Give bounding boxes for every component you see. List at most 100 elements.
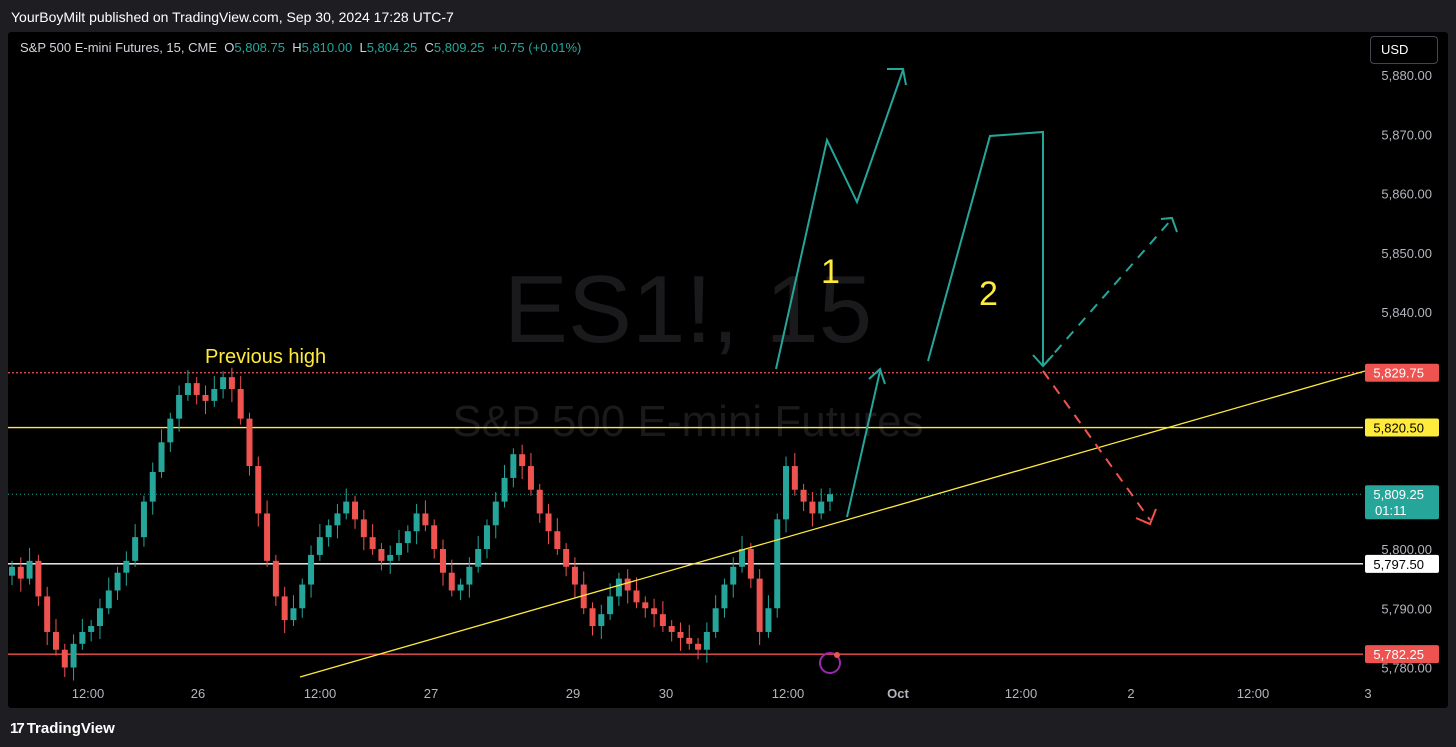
candle-body — [827, 494, 833, 502]
candle-body — [501, 477, 508, 502]
candle-body — [536, 489, 543, 514]
candle-body — [387, 554, 394, 561]
candle-body — [88, 626, 95, 632]
candle-body — [202, 394, 209, 401]
candle-body — [554, 531, 561, 549]
candle-body — [431, 525, 438, 549]
candle-body — [730, 566, 737, 585]
x-tick-label: Oct — [887, 686, 909, 701]
candle-body — [308, 554, 315, 585]
candle-body — [96, 608, 103, 627]
candle-body — [703, 631, 710, 650]
candle-body — [633, 590, 640, 603]
y-tick-label: 5,840.00 — [1381, 305, 1432, 320]
x-tick-label: 12:00 — [772, 686, 805, 701]
short-term-arrowhead — [868, 367, 886, 385]
bear-dashed-arrow[interactable] — [1042, 370, 1151, 521]
current-price-label: 5,809.25 — [1373, 487, 1424, 502]
x-tick-label: 12:00 — [1005, 686, 1038, 701]
candle-body — [712, 608, 719, 632]
y-tick-label: 5,850.00 — [1381, 246, 1432, 261]
candle-body — [774, 519, 781, 609]
candle-body — [61, 649, 68, 668]
y-tick-label: 5,860.00 — [1381, 187, 1432, 202]
x-tick-label: 3 — [1364, 686, 1371, 701]
candle-body — [466, 566, 473, 585]
low-value: 5,804.25 — [366, 40, 418, 55]
chart-panel[interactable]: ES1!, 15 S&P 500 E-mini Futures Previous … — [8, 32, 1448, 708]
x-tick-label: 12:00 — [304, 686, 337, 701]
candle-body — [783, 466, 790, 520]
previous-high-label: Previous high — [205, 346, 326, 368]
bull-dashed-arrow[interactable] — [1042, 219, 1172, 367]
candle-body — [176, 394, 183, 419]
candle-body — [334, 513, 341, 526]
candle-body — [677, 631, 684, 638]
candle-body — [791, 466, 798, 490]
candle-body — [809, 501, 816, 514]
candle-body — [220, 377, 227, 390]
candle-body — [765, 608, 772, 632]
short-term-arrow[interactable] — [846, 370, 881, 518]
bear-dashed-arrowhead — [1135, 508, 1157, 526]
candle-countdown: 01:11 — [1375, 503, 1407, 518]
candle-body — [264, 513, 271, 561]
candle-body — [79, 631, 86, 644]
candle-body — [422, 513, 429, 526]
ohlc-legend: S&P 500 E-mini Futures, 15, CME O5,808.7… — [20, 40, 581, 55]
tradingview-logo[interactable]: 17 TradingView — [10, 720, 115, 737]
y-tick-label: 5,780.00 — [1381, 661, 1432, 676]
y-tick-label: 5,800.00 — [1381, 542, 1432, 557]
candle-body — [668, 626, 675, 632]
candle-body — [132, 537, 139, 561]
candle-body — [281, 596, 288, 621]
candle-body — [404, 531, 411, 544]
candle-body — [439, 549, 446, 573]
scenario-2-path[interactable] — [927, 130, 1044, 366]
level-tag-2 — [1365, 554, 1439, 573]
high-label: H — [292, 40, 302, 55]
candle-body — [483, 525, 490, 549]
x-tick-label: 30 — [659, 686, 673, 701]
footer: 17 TradingView — [0, 708, 1456, 747]
level-tag-0 — [1365, 363, 1439, 382]
symbol-name[interactable]: S&P 500 E-mini Futures, 15, CME — [20, 40, 218, 55]
scenario-1-arrowhead — [887, 68, 907, 86]
candle-body — [158, 442, 165, 472]
scenario-2-label: 2 — [979, 275, 998, 313]
published-info: YourBoyMilt published on TradingView.com… — [11, 9, 454, 25]
price-chart[interactable]: ES1!, 15 S&P 500 E-mini Futures Previous … — [8, 32, 1448, 708]
candle-body — [527, 466, 534, 490]
scenario-1-path[interactable] — [775, 69, 904, 370]
level-tag-3 — [1365, 645, 1439, 664]
candle-body — [246, 418, 253, 467]
candle-body — [360, 519, 367, 538]
candle-body — [140, 501, 147, 538]
candle-body — [26, 560, 33, 579]
y-tick-label: 5,880.00 — [1381, 68, 1432, 83]
candle-body — [800, 489, 807, 502]
candle-body — [237, 389, 244, 419]
candle-body — [642, 602, 649, 609]
y-tick-label: 5,870.00 — [1381, 127, 1432, 142]
candle-body — [510, 454, 517, 478]
candle-body — [193, 383, 200, 395]
lightning-icon[interactable] — [819, 652, 841, 674]
level-tag-1 — [1365, 418, 1439, 437]
candle-body — [607, 596, 614, 615]
candle-body — [659, 614, 666, 627]
current-price-tag — [1365, 485, 1439, 520]
candle-body — [739, 549, 746, 567]
trend-line[interactable] — [299, 370, 1366, 678]
alert-dot-icon — [834, 652, 840, 658]
candle-body — [105, 590, 112, 609]
currency-button[interactable]: USD — [1370, 36, 1438, 64]
candle-body — [457, 584, 464, 591]
candle-body — [352, 501, 359, 520]
candle-body — [492, 501, 499, 526]
candle-body — [343, 501, 350, 514]
candle-body — [316, 537, 323, 555]
low-label: L — [359, 40, 367, 55]
change-value: +0.75 (+0.01%) — [491, 40, 582, 55]
candle-body — [228, 377, 235, 390]
